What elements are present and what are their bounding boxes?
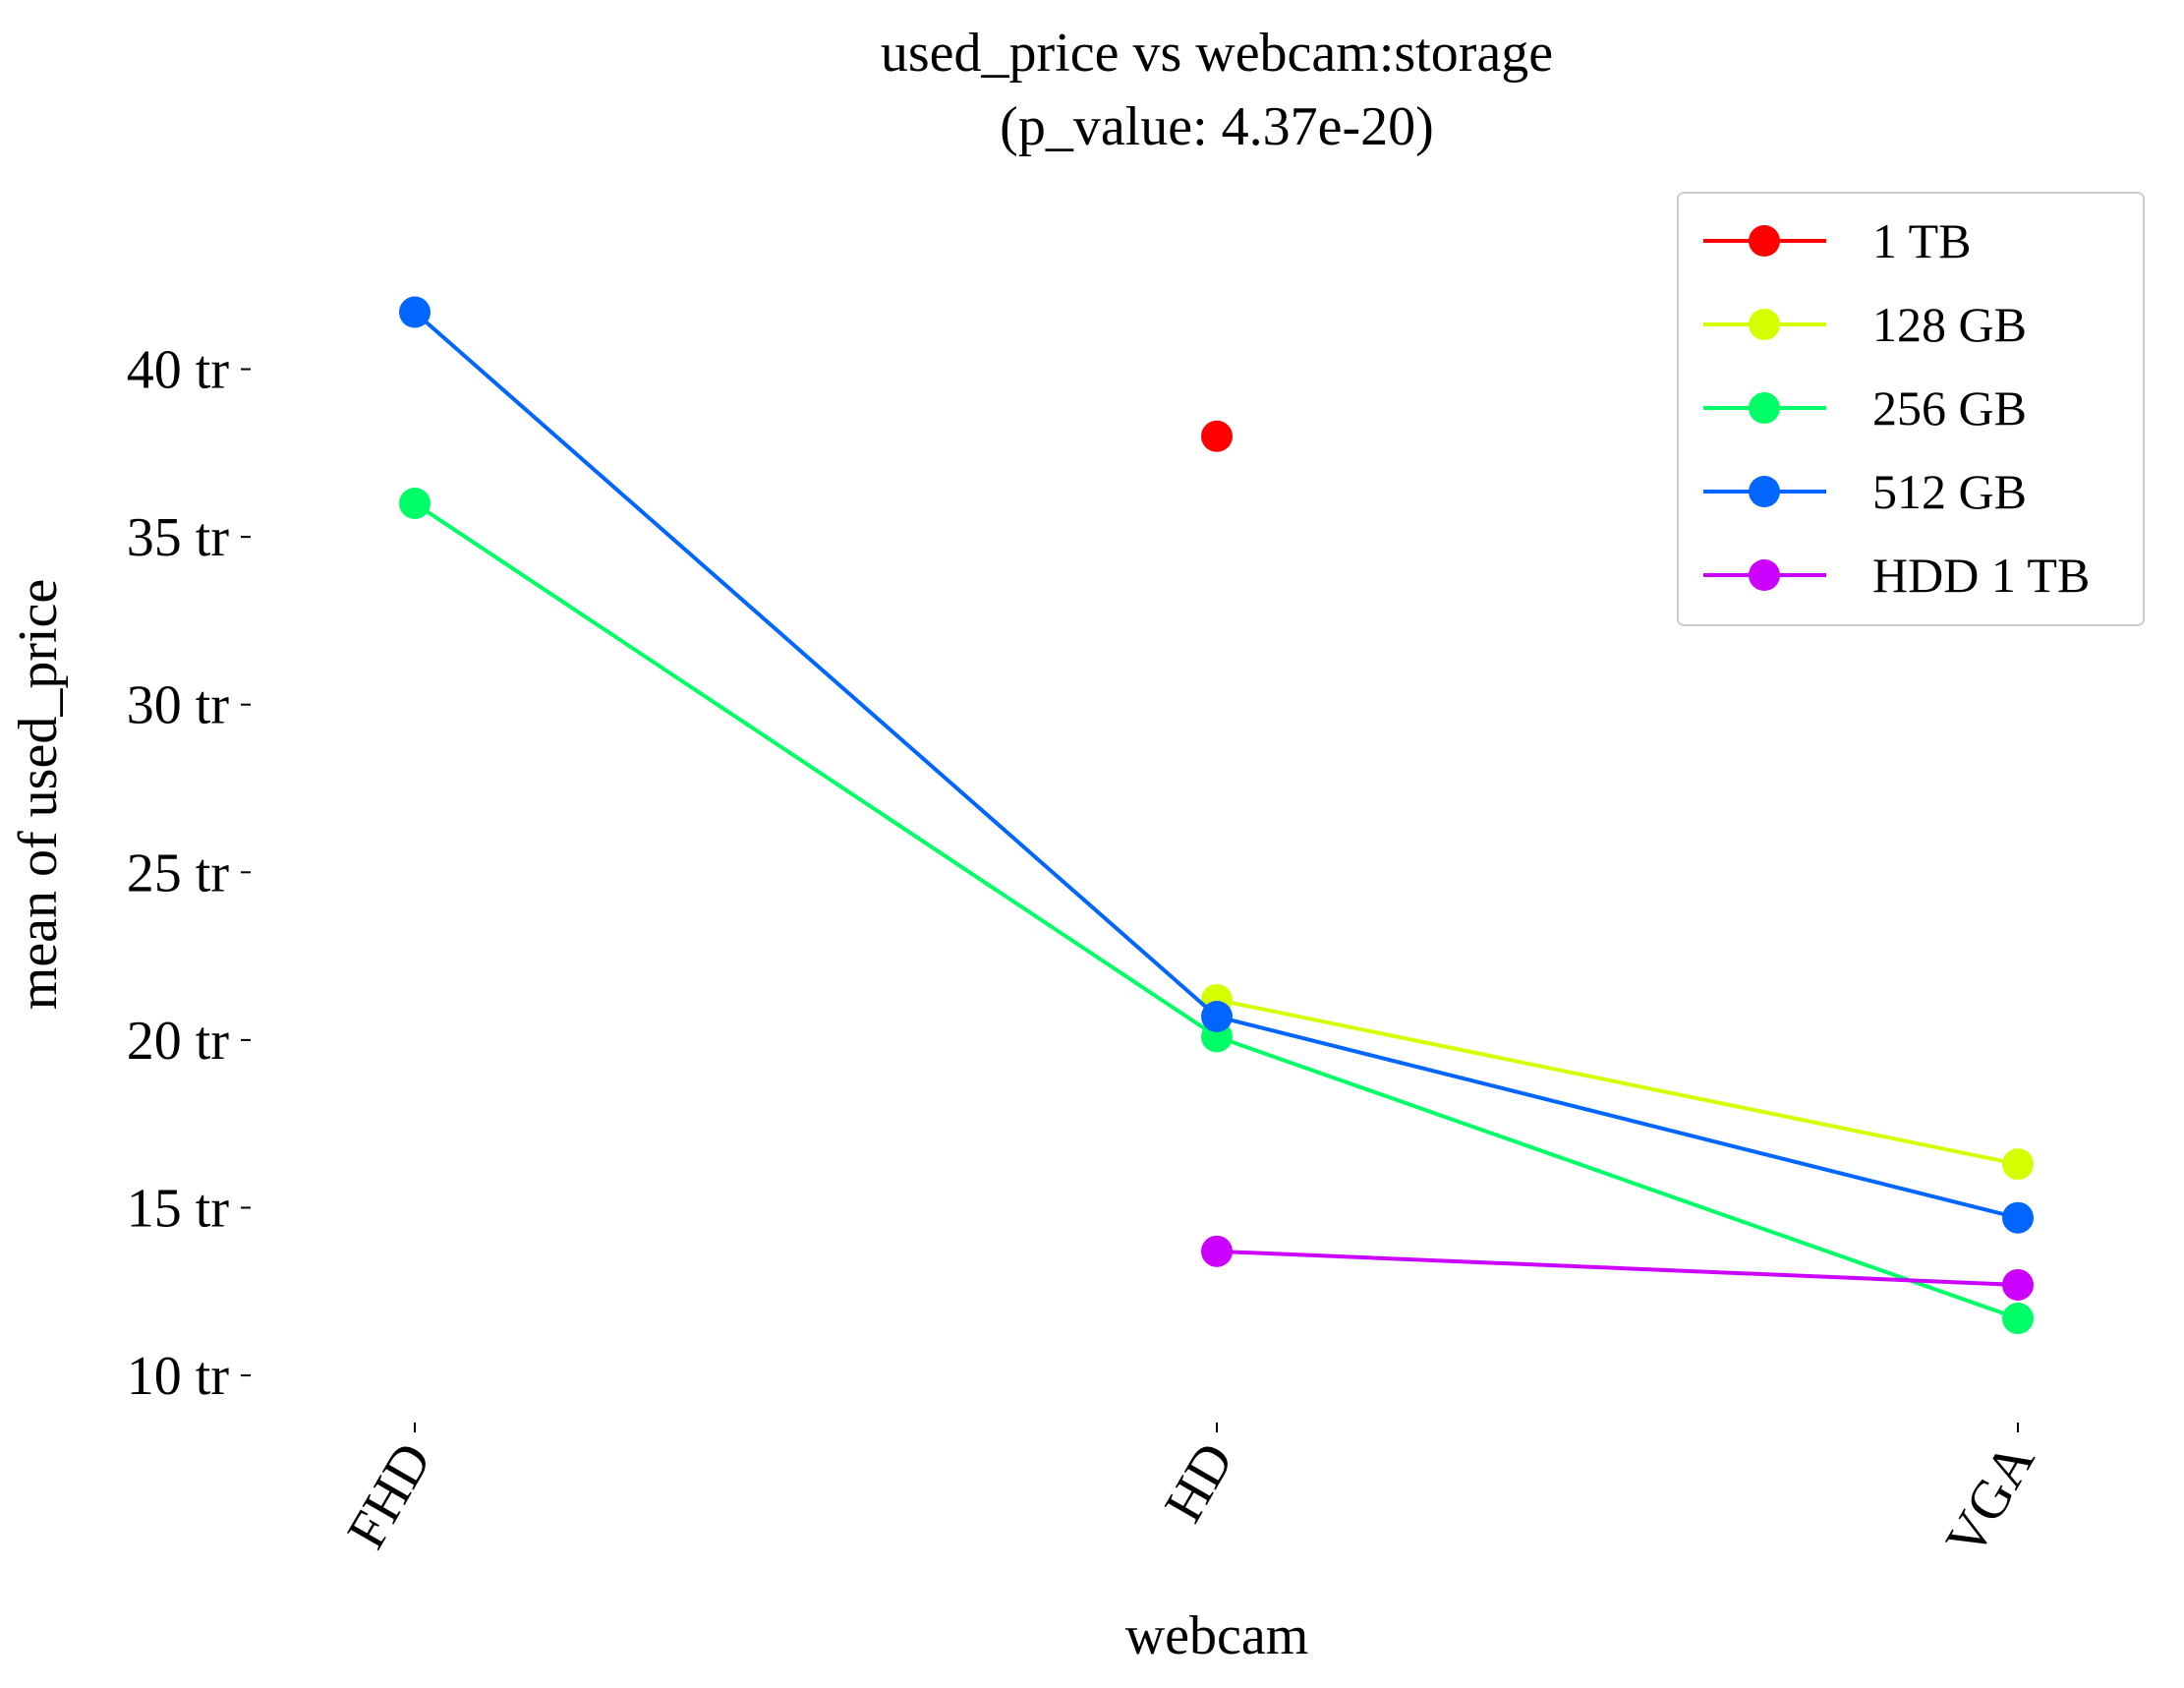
legend-marker bbox=[1749, 476, 1780, 507]
legend-marker bbox=[1749, 225, 1780, 257]
legend-marker bbox=[1749, 309, 1780, 340]
x-tick-label-fhd: FHD bbox=[336, 1433, 444, 1559]
series-256-gb bbox=[399, 488, 2034, 1335]
legend-label: 128 GB bbox=[1872, 297, 2027, 352]
y-tick-label: 35 tr bbox=[127, 507, 230, 568]
legend-marker bbox=[1749, 392, 1780, 424]
legend-label: HDD 1 TB bbox=[1872, 548, 2090, 603]
y-axis-label: mean of used_price bbox=[8, 579, 69, 1010]
legend-entry-256-gb: 256 GB bbox=[1703, 380, 2027, 436]
series-128-gb bbox=[1201, 983, 2034, 1181]
plot-area bbox=[399, 296, 2034, 1335]
data-point-512-gb bbox=[399, 296, 431, 328]
y-axis: 10 tr 15 tr 20 tr 25 tr 30 tr 35 tr 40 tr bbox=[127, 340, 251, 1407]
data-point-512-gb bbox=[1201, 1001, 1233, 1032]
data-point-128-gb bbox=[2002, 1148, 2034, 1181]
legend-entry-hdd-1-tb: HDD 1 TB bbox=[1703, 548, 2090, 603]
legend-marker bbox=[1749, 559, 1780, 591]
y-tick-label: 15 tr bbox=[127, 1178, 230, 1239]
legend-entry-128-gb: 128 GB bbox=[1703, 297, 2027, 352]
y-tick-label: 40 tr bbox=[127, 340, 230, 401]
legend: 1 TB 128 GB 256 GB 512 GB HDD 1 TB bbox=[1677, 192, 2145, 626]
series-512-gb bbox=[399, 296, 2034, 1234]
y-tick-label: 25 tr bbox=[127, 843, 230, 903]
data-point-256-gb bbox=[399, 488, 431, 519]
x-axis-label: webcam bbox=[1125, 1605, 1309, 1666]
series-1-tb bbox=[1201, 420, 1233, 452]
series-line-128-gb bbox=[1216, 997, 2019, 1167]
chart-title: used_price vs webcam:storage bbox=[881, 23, 1553, 84]
x-tick-label-hd: HD bbox=[1153, 1433, 1245, 1533]
series-hdd-1-tb bbox=[1201, 1235, 2034, 1301]
legend-entry-1-tb: 1 TB bbox=[1703, 213, 1972, 268]
x-tick-label-vga: VGA bbox=[1934, 1432, 2047, 1567]
y-tick-label: 10 tr bbox=[127, 1346, 230, 1407]
series-line-hdd-1-tb bbox=[1216, 1249, 2019, 1287]
data-point-256-gb bbox=[2002, 1303, 2034, 1335]
legend-label: 256 GB bbox=[1872, 380, 2027, 436]
data-point-512-gb bbox=[2002, 1201, 2034, 1234]
y-tick-label: 30 tr bbox=[127, 675, 230, 736]
data-point-1-tb bbox=[1201, 420, 1233, 452]
legend-label: 1 TB bbox=[1872, 213, 1972, 268]
x-axis: FHD HD VGA bbox=[336, 1423, 2047, 1567]
legend-box bbox=[1677, 192, 2145, 626]
data-point-hdd-1-tb bbox=[1201, 1235, 1233, 1267]
chart-subtitle: (p_value: 4.37e-20) bbox=[1000, 96, 1434, 157]
legend-label: 512 GB bbox=[1872, 464, 2027, 519]
data-point-hdd-1-tb bbox=[2002, 1268, 2034, 1301]
y-tick-label: 20 tr bbox=[127, 1011, 230, 1072]
legend-entry-512-gb: 512 GB bbox=[1703, 464, 2027, 519]
